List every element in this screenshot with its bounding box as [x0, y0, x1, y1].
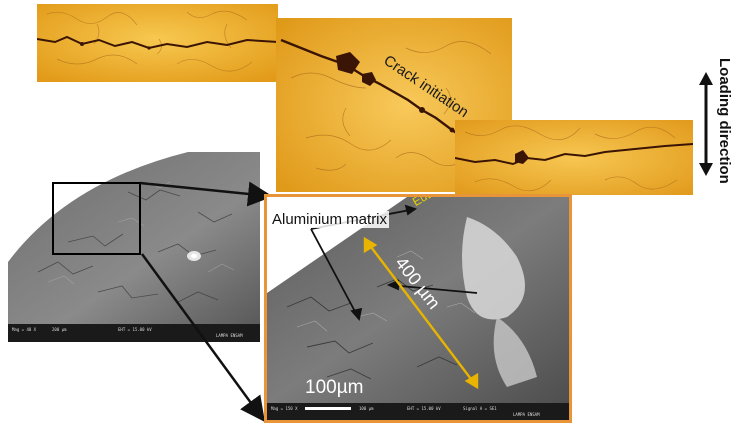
connector-arrow-bottom	[140, 253, 265, 423]
sem-overview-lab: LAMPA ENSAM	[216, 333, 243, 338]
sem-zoom-mag: Mag = 150 X	[271, 406, 298, 411]
crack-line-3	[455, 143, 693, 166]
optical-micrograph-2-image	[276, 18, 512, 192]
sem-zoom-image: Aluminium matrix Eutectic zones 400 µm 1…	[264, 194, 572, 423]
scale-100-label: 100µm	[305, 377, 364, 398]
aluminium-matrix-label: Aluminium matrix	[270, 211, 390, 228]
optical-micrograph-2: Crack initiation	[276, 18, 512, 192]
sem-zoom-lab: LAMPA ENSAM	[513, 412, 540, 417]
sem-zoom-eht: EHT = 15.00 kV	[407, 406, 441, 411]
optical-micrograph-1	[37, 4, 278, 82]
sem-overview-surface	[8, 152, 260, 342]
optical-micrograph-3-image	[455, 120, 693, 195]
sem-zoom-scale-bar	[305, 407, 351, 410]
sem-zoom-surface	[267, 197, 569, 420]
sem-overview-eht: EHT = 15.00 kV	[118, 327, 152, 332]
sem-zoom-signal: Signal A = SE1	[463, 406, 497, 411]
crack-line-1	[37, 35, 278, 50]
sem-overview-mag: Mag = 40 X	[12, 327, 37, 332]
optical-micrograph-1-image	[37, 4, 278, 82]
connector-arrow-top	[139, 181, 273, 207]
loading-direction-arrow	[699, 72, 713, 176]
sem-overview-scale: 200 µm	[52, 327, 67, 332]
measure-400-line	[364, 238, 478, 388]
zoom-region-box	[52, 182, 141, 255]
sem-overview-image: Mag = 40 X 200 µm EHT = 15.00 kV LAMPA E…	[8, 152, 260, 342]
sem-zoom-info-bar: Mag = 150 X 100 µm EHT = 15.00 kV Signal…	[267, 403, 569, 420]
optical-micrograph-3	[455, 120, 693, 195]
matrix-arrow-2	[310, 228, 360, 320]
sem-zoom-scale: 100 µm	[359, 406, 374, 411]
matrix-arrow-3	[388, 284, 478, 294]
